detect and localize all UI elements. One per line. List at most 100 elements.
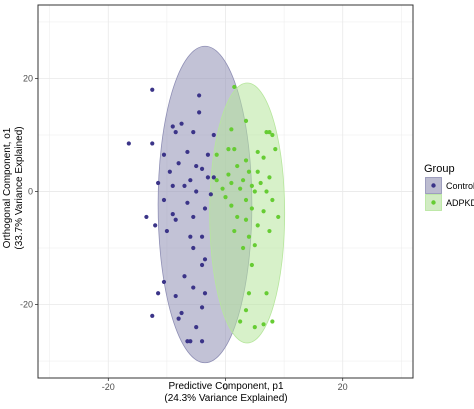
point-adpkd	[243, 308, 249, 313]
point-control	[202, 257, 208, 262]
y-axis-ticks: -20 0 20	[20, 73, 38, 310]
point-control	[208, 192, 213, 197]
point-adpkd	[214, 152, 219, 157]
point-adpkd	[255, 149, 260, 155]
x-tick-label: 0	[223, 382, 228, 392]
data-points	[126, 84, 281, 344]
point-control	[182, 183, 187, 188]
point-control	[176, 161, 181, 166]
point-control	[150, 313, 155, 318]
point-adpkd	[238, 186, 243, 191]
point-adpkd	[214, 178, 219, 183]
point-control	[199, 305, 205, 310]
point-control	[126, 141, 131, 146]
legend-title: Group	[424, 163, 455, 175]
plot-panel	[37, 4, 414, 379]
x-tick-label: 20	[338, 382, 348, 392]
point-control	[197, 93, 202, 98]
point-control	[197, 110, 202, 115]
point-adpkd	[243, 197, 249, 203]
x-axis-title-line1: Predictive Component, p1	[168, 381, 284, 392]
point-adpkd	[240, 245, 246, 251]
point-adpkd	[243, 217, 249, 222]
point-adpkd	[267, 130, 272, 135]
point-control	[202, 291, 208, 296]
x-axis-ticks: -20 0 20	[102, 378, 348, 392]
point-adpkd	[226, 147, 231, 152]
point-adpkd	[232, 84, 237, 90]
point-control	[185, 339, 190, 344]
y-axis-title-line1: Orthogonal Component, o1	[2, 127, 13, 248]
point-adpkd	[261, 322, 266, 327]
point-control	[164, 228, 170, 234]
point-adpkd	[246, 291, 252, 296]
point-control	[199, 234, 205, 239]
point-adpkd	[270, 319, 275, 324]
point-adpkd	[270, 197, 275, 203]
point-control	[194, 163, 199, 169]
point-adpkd	[229, 203, 234, 208]
point-adpkd	[273, 147, 278, 152]
point-adpkd	[267, 175, 272, 180]
point-control	[188, 234, 193, 239]
point-adpkd	[255, 223, 260, 228]
point-adpkd	[229, 180, 234, 186]
point-adpkd	[252, 243, 257, 248]
point-control	[179, 310, 184, 316]
x-axis-title-line2: (24.3% Variance Explained)	[164, 393, 287, 404]
point-control	[150, 141, 155, 146]
point-control	[188, 178, 193, 183]
legend: Group Control ADPKD	[424, 163, 474, 211]
point-adpkd	[261, 155, 266, 160]
point-control	[211, 175, 216, 180]
point-control	[153, 223, 158, 228]
point-adpkd	[235, 163, 240, 169]
y-tick-label: -20	[20, 300, 33, 310]
point-control	[199, 262, 205, 268]
point-adpkd	[255, 169, 260, 174]
point-adpkd	[261, 209, 266, 214]
point-control	[185, 200, 190, 205]
point-control	[144, 214, 149, 220]
legend-label-control: Control	[446, 181, 474, 191]
point-control	[185, 149, 190, 155]
point-control	[170, 212, 175, 217]
point-adpkd	[238, 319, 243, 324]
point-control	[167, 169, 172, 174]
point-adpkd	[243, 118, 249, 123]
y-tick-label: 20	[23, 73, 33, 83]
point-control	[173, 293, 178, 299]
point-adpkd	[252, 189, 257, 194]
legend-key-adpkd	[425, 194, 442, 211]
point-control	[182, 274, 187, 279]
point-control	[176, 316, 181, 321]
point-control	[161, 279, 167, 285]
point-control	[170, 183, 175, 188]
point-control	[194, 189, 199, 194]
legend-label-adpkd: ADPKD	[446, 198, 474, 208]
point-control	[211, 132, 216, 138]
point-control	[156, 291, 161, 296]
point-control	[202, 206, 208, 211]
point-adpkd	[223, 195, 228, 200]
point-adpkd	[264, 189, 269, 194]
point-adpkd	[240, 178, 246, 183]
point-adpkd	[235, 214, 240, 220]
point-adpkd	[229, 127, 234, 132]
point-control	[205, 175, 211, 180]
point-adpkd	[276, 214, 281, 220]
point-adpkd	[264, 130, 269, 135]
point-control	[161, 197, 167, 203]
point-control	[150, 87, 155, 92]
point-adpkd	[246, 169, 252, 174]
point-control	[191, 130, 196, 135]
point-control	[173, 130, 178, 135]
point-adpkd	[220, 186, 225, 191]
point-control	[191, 245, 196, 251]
point-control	[191, 214, 196, 220]
x-tick-label: -20	[102, 382, 115, 392]
point-control	[191, 285, 196, 290]
point-adpkd	[249, 206, 254, 211]
legend-dot-adpkd	[431, 200, 436, 205]
point-adpkd	[270, 132, 275, 138]
